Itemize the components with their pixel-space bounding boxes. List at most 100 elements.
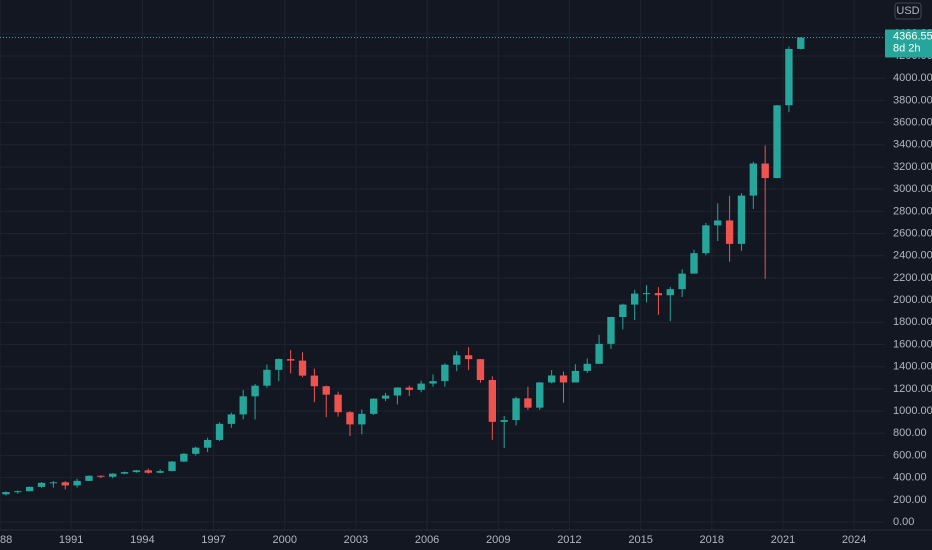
currency-label[interactable]: USD — [896, 5, 919, 17]
candle-body — [97, 475, 105, 477]
x-tick-label: 2018 — [700, 534, 724, 546]
candle-body — [203, 439, 212, 448]
candle-body — [714, 220, 722, 226]
last-price-label: 4366.55 — [893, 30, 932, 42]
candle-body — [168, 461, 176, 472]
y-tick-label: 400.00 — [893, 472, 927, 484]
candle-body — [180, 453, 188, 462]
x-tick-label: 2003 — [344, 534, 368, 546]
candle-body — [583, 363, 591, 371]
candle-body — [773, 105, 781, 179]
candle-body — [488, 380, 497, 422]
candle-body — [370, 398, 378, 414]
last-price-badge — [885, 29, 932, 58]
candle-body — [749, 163, 757, 196]
candle-body — [61, 482, 69, 486]
candle-body — [144, 470, 152, 473]
x-tick-label: 2006 — [415, 534, 439, 546]
y-tick-label: 3800.00 — [893, 94, 932, 106]
candle-body — [761, 163, 769, 179]
candle-body — [2, 492, 10, 495]
candle-body — [642, 293, 651, 295]
x-tick-label: 2021 — [771, 534, 795, 546]
x-tick-label: 2000 — [272, 534, 296, 546]
candle-body — [298, 360, 307, 376]
candle-body — [346, 412, 354, 425]
candle-body — [654, 293, 663, 296]
candle-body — [227, 414, 236, 424]
candle-body — [192, 447, 200, 454]
y-tick-label: 600.00 — [893, 449, 927, 461]
y-tick-label: 1000.00 — [893, 405, 932, 417]
candle-body — [797, 37, 805, 49]
candle-body — [393, 387, 402, 396]
y-tick-label: 4000.00 — [893, 72, 932, 84]
x-tick-label: 2009 — [486, 534, 510, 546]
currency-badge[interactable] — [894, 2, 922, 20]
x-tick-label: 1991 — [59, 534, 83, 546]
candle-body — [571, 370, 580, 383]
candle-body — [512, 398, 520, 421]
x-tick-label: 1988 — [0, 534, 12, 546]
y-tick-label: 3600.00 — [893, 117, 932, 129]
x-tick-label: 2015 — [628, 534, 652, 546]
candle-body — [524, 398, 532, 408]
candle-body — [334, 394, 342, 413]
candle-body — [251, 385, 259, 397]
y-tick-label: 1200.00 — [893, 383, 932, 395]
candle-body — [215, 423, 224, 440]
candle-body — [73, 480, 81, 486]
candle-body — [132, 470, 141, 473]
candle-body — [85, 475, 93, 481]
y-tick-label: 800.00 — [893, 427, 927, 439]
candle-body — [49, 482, 58, 484]
candle-body — [464, 355, 473, 360]
candle-body — [120, 472, 129, 474]
candle-body — [559, 375, 568, 383]
candle-body — [678, 273, 686, 290]
candle-body — [156, 471, 164, 473]
x-tick-label: 2012 — [557, 534, 581, 546]
candle-body — [14, 491, 22, 493]
candle-body — [358, 413, 366, 425]
y-tick-label: 2800.00 — [893, 205, 932, 217]
grid — [0, 0, 885, 530]
y-tick-label: 200.00 — [893, 494, 927, 506]
candle-body — [441, 364, 449, 382]
candle-body — [631, 293, 639, 305]
candle-body — [453, 355, 461, 365]
candle-body — [607, 316, 615, 344]
y-tick-label: 3200.00 — [893, 161, 932, 173]
candle-body — [381, 395, 390, 399]
candle-body — [666, 289, 674, 296]
candle-body — [239, 396, 247, 415]
candle-body — [725, 220, 734, 244]
y-tick-label: 2000.00 — [893, 294, 932, 306]
candle-body — [619, 304, 627, 317]
candle-body — [476, 359, 485, 381]
countdown-label: 8d 2h — [893, 42, 921, 54]
candle-body — [595, 343, 603, 364]
candle-body — [429, 381, 437, 384]
candle-body — [310, 375, 319, 387]
candle-body — [405, 387, 413, 390]
candle-body — [109, 473, 117, 477]
candle-body — [547, 375, 556, 383]
candle-body — [785, 48, 793, 106]
y-tick-label: 2400.00 — [893, 250, 932, 262]
candle-body — [702, 225, 710, 254]
y-tick-label: 3400.00 — [893, 139, 932, 151]
x-tick-label: 1994 — [130, 534, 154, 546]
y-tick-label: 2200.00 — [893, 272, 932, 284]
candle-body — [417, 383, 425, 390]
y-tick-label: 0.00 — [893, 516, 914, 528]
candle-body — [263, 369, 271, 386]
candle-body — [500, 420, 508, 422]
candle-body — [37, 482, 46, 487]
candle-body — [737, 195, 746, 244]
x-tick-label: 1997 — [201, 534, 225, 546]
y-tick-label: 1600.00 — [893, 338, 932, 350]
